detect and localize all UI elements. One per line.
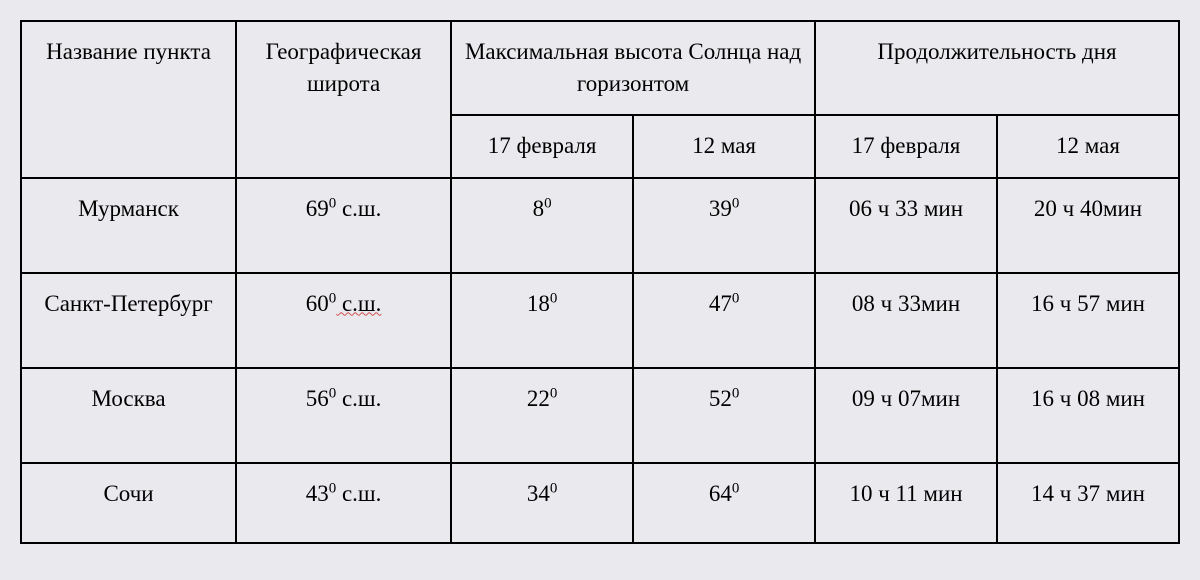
cell-city: Мурманск (21, 178, 236, 273)
table-row: Сочи 430 с.ш. 340 640 10 ч 11 мин 14 ч 3… (21, 463, 1179, 543)
cell-day-may: 16 ч 08 мин (997, 368, 1179, 463)
data-table: Название пункта Географическая широта Ма… (20, 20, 1180, 544)
cell-sun-may: 640 (633, 463, 815, 543)
subheader-day-feb: 17 февраля (815, 115, 997, 177)
subheader-sun-feb: 17 февраля (451, 115, 633, 177)
header-latitude: Географическая широта (236, 21, 451, 178)
subheader-sun-may: 12 мая (633, 115, 815, 177)
cell-latitude: 430 с.ш. (236, 463, 451, 543)
cell-sun-feb: 340 (451, 463, 633, 543)
cell-sun-may: 390 (633, 178, 815, 273)
header-day-group: Продолжительность дня (815, 21, 1179, 115)
cell-sun-feb: 220 (451, 368, 633, 463)
subheader-day-may: 12 мая (997, 115, 1179, 177)
cell-latitude: 600 с.ш. (236, 273, 451, 368)
cell-sun-feb: 80 (451, 178, 633, 273)
cell-sun-feb: 180 (451, 273, 633, 368)
table-row: Мурманск 690 с.ш. 80 390 06 ч 33 мин 20 … (21, 178, 1179, 273)
cell-day-may: 14 ч 37 мин (997, 463, 1179, 543)
cell-day-may: 20 ч 40мин (997, 178, 1179, 273)
cell-sun-may: 520 (633, 368, 815, 463)
cell-day-feb: 08 ч 33мин (815, 273, 997, 368)
cell-sun-may: 470 (633, 273, 815, 368)
header-city: Название пункта (21, 21, 236, 178)
cell-city: Санкт-Петербург (21, 273, 236, 368)
table-row: Санкт-Петербург 600 с.ш. 180 470 08 ч 33… (21, 273, 1179, 368)
cell-city: Сочи (21, 463, 236, 543)
cell-city: Москва (21, 368, 236, 463)
cell-day-may: 16 ч 57 мин (997, 273, 1179, 368)
cell-day-feb: 06 ч 33 мин (815, 178, 997, 273)
cell-day-feb: 10 ч 11 мин (815, 463, 997, 543)
cell-day-feb: 09 ч 07мин (815, 368, 997, 463)
table-row: Москва 560 с.ш. 220 520 09 ч 07мин 16 ч … (21, 368, 1179, 463)
header-sun-group: Максимальная высота Солнца над горизонто… (451, 21, 815, 115)
cell-latitude: 560 с.ш. (236, 368, 451, 463)
cell-latitude: 690 с.ш. (236, 178, 451, 273)
